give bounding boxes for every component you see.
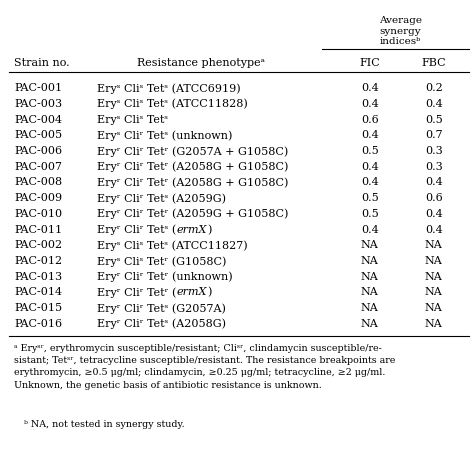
Text: 0.4: 0.4 xyxy=(425,99,443,109)
Text: 0.6: 0.6 xyxy=(425,193,443,203)
Text: PAC-014: PAC-014 xyxy=(14,287,63,298)
Text: Eryʳ Cliʳ Tetʳ (G2057A + G1058C): Eryʳ Cliʳ Tetʳ (G2057A + G1058C) xyxy=(97,146,288,157)
Text: PAC-008: PAC-008 xyxy=(14,177,63,188)
Text: ermX: ermX xyxy=(176,287,207,298)
Text: PAC-016: PAC-016 xyxy=(14,319,63,329)
Text: FBC: FBC xyxy=(421,58,446,68)
Text: Eryˢ Cliˢ Tetˢ: Eryˢ Cliˢ Tetˢ xyxy=(97,115,168,125)
Text: 0.4: 0.4 xyxy=(425,209,443,219)
Text: Eryʳ Cliʳ Tetʳ (unknown): Eryʳ Cliʳ Tetʳ (unknown) xyxy=(97,272,233,282)
Text: PAC-012: PAC-012 xyxy=(14,256,63,266)
Text: NA: NA xyxy=(361,303,379,313)
Text: NA: NA xyxy=(361,256,379,266)
Text: ᵃ Eryˢʳ, erythromycin susceptible/resistant; Cliˢʳ, clindamycin susceptible/re-
: ᵃ Eryˢʳ, erythromycin susceptible/resist… xyxy=(14,344,396,389)
Text: Eryˢ Cliˢ Tetˢ (ATCC11828): Eryˢ Cliˢ Tetˢ (ATCC11828) xyxy=(97,99,248,109)
Text: Eryʳ Cliʳ Tetʳ (A2059G + G1058C): Eryʳ Cliʳ Tetʳ (A2059G + G1058C) xyxy=(97,209,289,219)
Text: 0.3: 0.3 xyxy=(425,146,443,156)
Text: 0.5: 0.5 xyxy=(361,146,379,156)
Text: 0.4: 0.4 xyxy=(361,130,379,140)
Text: Average
synergy
indicesᵇ: Average synergy indicesᵇ xyxy=(379,16,422,46)
Text: 0.4: 0.4 xyxy=(361,83,379,93)
Text: Eryˢ Cliˢ Tetʳ (G1058C): Eryˢ Cliˢ Tetʳ (G1058C) xyxy=(97,256,227,267)
Text: NA: NA xyxy=(425,240,443,250)
Text: PAC-009: PAC-009 xyxy=(14,193,63,203)
Text: PAC-006: PAC-006 xyxy=(14,146,63,156)
Text: PAC-015: PAC-015 xyxy=(14,303,63,313)
Text: 0.4: 0.4 xyxy=(425,177,443,188)
Text: PAC-005: PAC-005 xyxy=(14,130,63,140)
Text: Eryˢ Cliˢ Tetˢ (ATCC11827): Eryˢ Cliˢ Tetˢ (ATCC11827) xyxy=(97,240,248,251)
Text: 0.4: 0.4 xyxy=(361,162,379,172)
Text: PAC-011: PAC-011 xyxy=(14,225,63,235)
Text: Eryˢ Cliˢ Tetˢ (ATCC6919): Eryˢ Cliˢ Tetˢ (ATCC6919) xyxy=(97,83,241,94)
Text: PAC-002: PAC-002 xyxy=(14,240,63,250)
Text: 0.4: 0.4 xyxy=(361,225,379,235)
Text: Eryʳ Cliʳ Tetʳ (A2058G + G1058C): Eryʳ Cliʳ Tetʳ (A2058G + G1058C) xyxy=(97,162,289,172)
Text: 0.6: 0.6 xyxy=(361,115,379,125)
Text: 0.5: 0.5 xyxy=(425,115,443,125)
Text: PAC-010: PAC-010 xyxy=(14,209,63,219)
Text: Eryʳ Cliʳ Tetʳ (: Eryʳ Cliʳ Tetʳ ( xyxy=(97,287,176,298)
Text: PAC-004: PAC-004 xyxy=(14,115,63,125)
Text: NA: NA xyxy=(361,319,379,329)
Text: ᵇ NA, not tested in synergy study.: ᵇ NA, not tested in synergy study. xyxy=(24,420,184,429)
Text: NA: NA xyxy=(361,240,379,250)
Text: 0.4: 0.4 xyxy=(361,99,379,109)
Text: Eryʳ Cliʳ Tetˢ (A2058G): Eryʳ Cliʳ Tetˢ (A2058G) xyxy=(97,319,226,329)
Text: NA: NA xyxy=(361,272,379,282)
Text: 0.5: 0.5 xyxy=(361,209,379,219)
Text: NA: NA xyxy=(425,287,443,298)
Text: NA: NA xyxy=(425,303,443,313)
Text: ermX: ermX xyxy=(176,225,207,235)
Text: Eryʳ Cliʳ Tetʳ (A2058G + G1058C): Eryʳ Cliʳ Tetʳ (A2058G + G1058C) xyxy=(97,177,289,188)
Text: PAC-007: PAC-007 xyxy=(14,162,62,172)
Text: 0.5: 0.5 xyxy=(361,193,379,203)
Text: Eryʳ Cliʳ Tetˢ (G2057A): Eryʳ Cliʳ Tetˢ (G2057A) xyxy=(97,303,226,314)
Text: 0.7: 0.7 xyxy=(425,130,443,140)
Text: 0.4: 0.4 xyxy=(425,225,443,235)
Text: 0.2: 0.2 xyxy=(425,83,443,93)
Text: ): ) xyxy=(207,287,211,298)
Text: 0.4: 0.4 xyxy=(361,177,379,188)
Text: Eryˢ Cliʳ Tetˢ (unknown): Eryˢ Cliʳ Tetˢ (unknown) xyxy=(97,130,233,141)
Text: NA: NA xyxy=(425,256,443,266)
Text: PAC-013: PAC-013 xyxy=(14,272,63,282)
Text: PAC-001: PAC-001 xyxy=(14,83,63,93)
Text: Eryʳ Cliʳ Tetˢ (: Eryʳ Cliʳ Tetˢ ( xyxy=(97,225,176,235)
Text: Eryʳ Cliʳ Tetˢ (A2059G): Eryʳ Cliʳ Tetˢ (A2059G) xyxy=(97,193,226,204)
Text: 0.3: 0.3 xyxy=(425,162,443,172)
Text: ): ) xyxy=(207,225,211,235)
Text: Strain no.: Strain no. xyxy=(14,58,70,68)
Text: FIC: FIC xyxy=(359,58,380,68)
Text: NA: NA xyxy=(425,319,443,329)
Text: NA: NA xyxy=(425,272,443,282)
Text: PAC-003: PAC-003 xyxy=(14,99,63,109)
Text: NA: NA xyxy=(361,287,379,298)
Text: Resistance phenotypeᵃ: Resistance phenotypeᵃ xyxy=(137,58,265,68)
